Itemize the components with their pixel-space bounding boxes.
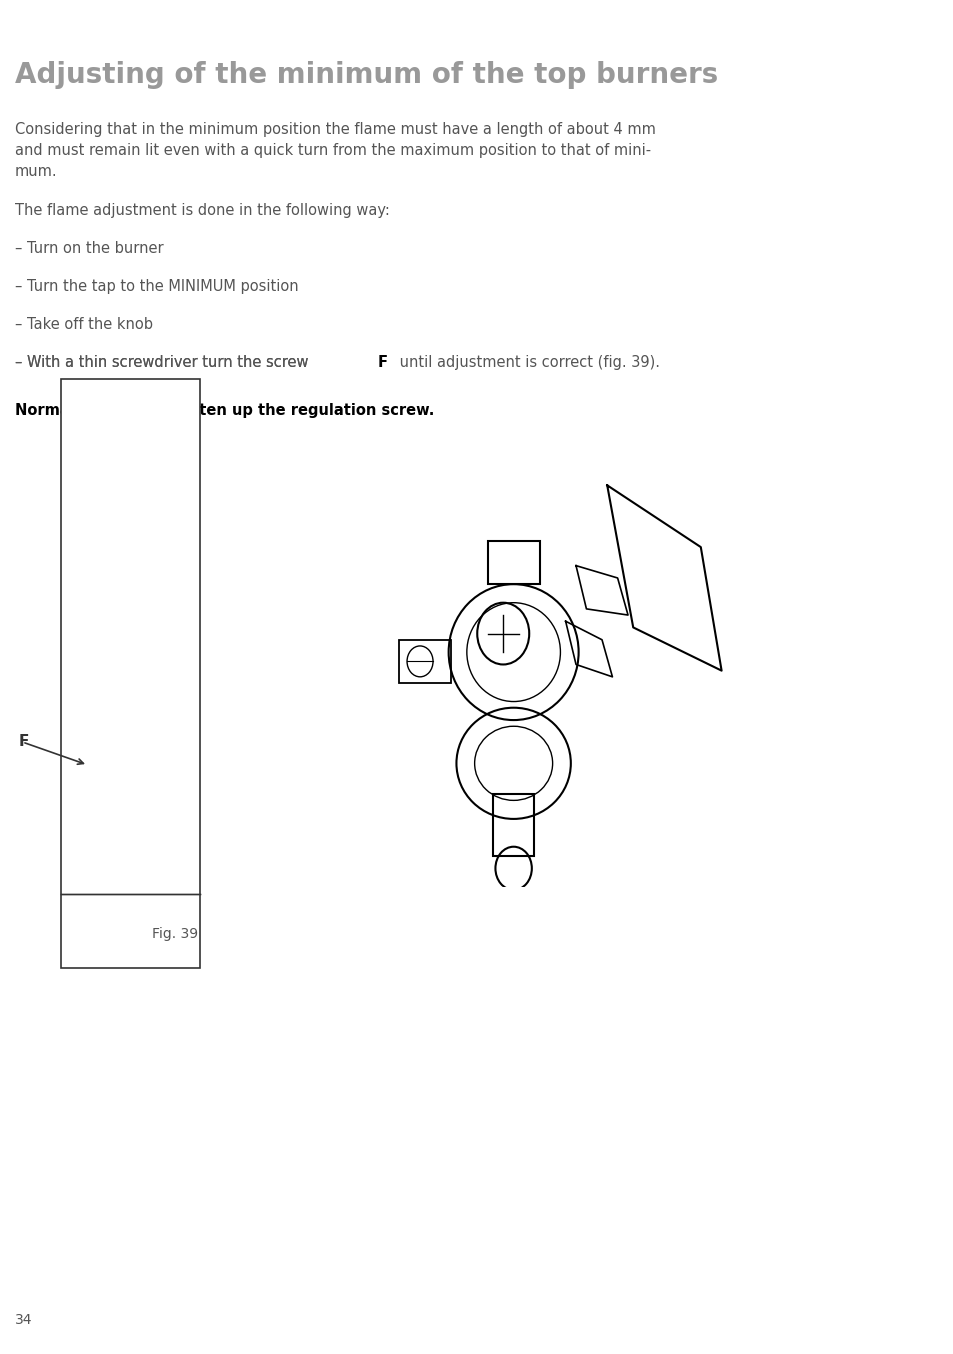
Text: Adjusting of the minimum of the top burners: Adjusting of the minimum of the top burn… (15, 61, 718, 89)
Bar (493, 795, 534, 856)
Text: – With a thin screwdriver turn the screw: – With a thin screwdriver turn the screw (15, 355, 313, 370)
Text: – Turn on the burner: – Turn on the burner (15, 241, 163, 256)
Bar (61, 379, 200, 968)
Text: – Turn the tap to the MINIMUM position: – Turn the tap to the MINIMUM position (15, 279, 298, 294)
Bar (398, 640, 451, 682)
Text: Fig. 39: Fig. 39 (152, 927, 197, 941)
Text: – Take off the knob: – Take off the knob (15, 317, 152, 332)
Text: The flame adjustment is done in the following way:: The flame adjustment is done in the foll… (15, 203, 390, 218)
Text: Considering that in the minimum position the flame must have a length of about 4: Considering that in the minimum position… (15, 122, 655, 179)
Text: Normally for LPG, tighten up the regulation screw.: Normally for LPG, tighten up the regulat… (15, 403, 434, 418)
Text: – With a thin screwdriver turn the screw until adjustment is correct (fig. 39).: – With a thin screwdriver turn the screw… (15, 355, 573, 370)
Text: – With a thin screwdriver turn the screw: – With a thin screwdriver turn the screw (15, 355, 313, 370)
Text: F: F (377, 355, 388, 370)
Text: F: F (18, 734, 29, 750)
Text: 34: 34 (15, 1313, 32, 1327)
Bar (487, 540, 539, 584)
Text: until adjustment is correct (fig. 39).: until adjustment is correct (fig. 39). (395, 355, 659, 370)
